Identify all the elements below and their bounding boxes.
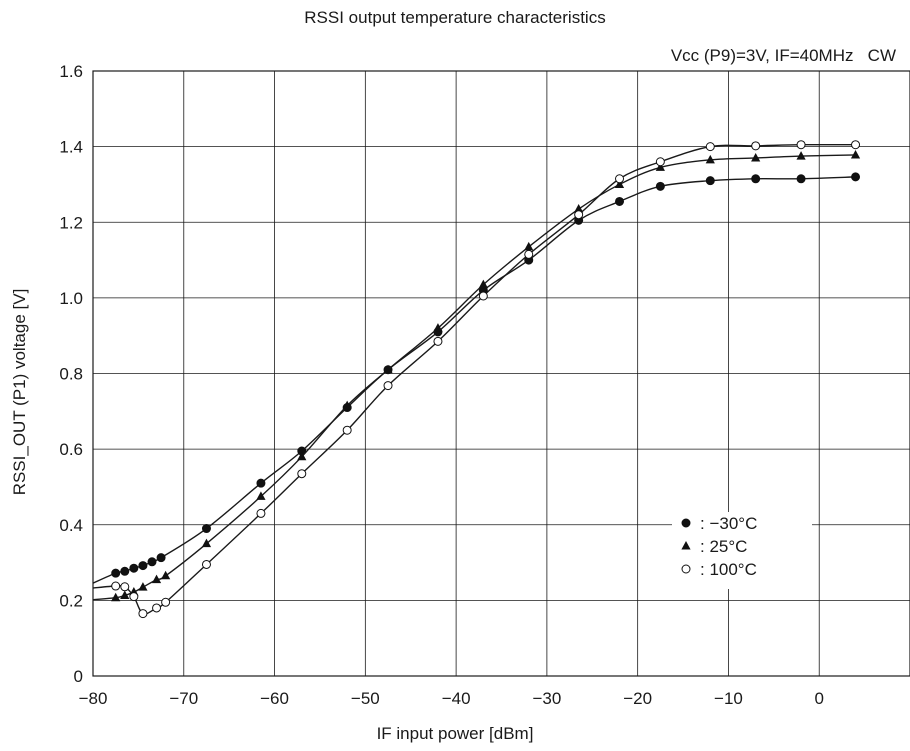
- data-point: [478, 291, 488, 301]
- data-point: [111, 592, 121, 602]
- data-point: [705, 142, 715, 152]
- data-point: [138, 582, 148, 591]
- data-point: [751, 174, 761, 184]
- y-tick-label: 0.6: [59, 440, 83, 459]
- data-point: [161, 597, 171, 607]
- axis-ticks: −80 −70 −60 −50 −40 −30 −20 −10 0 0 0.2 0.4 0.6 0.8 1.…: [59, 62, 824, 708]
- series-line: [92, 154, 856, 601]
- legend-label: : 25°C: [700, 537, 747, 556]
- data-point: [574, 204, 584, 213]
- data-point: [433, 323, 443, 332]
- data-point: [655, 157, 665, 167]
- legend-marker: [681, 518, 691, 528]
- data-point: [138, 561, 148, 571]
- data-point: [574, 210, 584, 220]
- data-point: [156, 553, 166, 563]
- data-point: [524, 241, 534, 251]
- data-point: [151, 574, 162, 584]
- data-point: [297, 469, 307, 479]
- data-point: [342, 400, 352, 410]
- data-point: [201, 559, 211, 569]
- data-point: [111, 568, 121, 578]
- data-point: [705, 154, 715, 164]
- data-point: [201, 538, 212, 548]
- data-point: [256, 508, 266, 518]
- y-tick-label: 0.4: [59, 516, 83, 535]
- series-3: [92, 140, 861, 619]
- legend-marker: [681, 564, 691, 574]
- legend-label: : 100°C: [700, 560, 757, 579]
- data-point: [383, 381, 393, 391]
- legend-marker: [681, 541, 691, 550]
- data-point: [655, 181, 665, 191]
- y-tick-label: 1.0: [59, 289, 83, 308]
- y-tick-label: 1.2: [59, 213, 83, 232]
- data-point: [138, 609, 148, 619]
- data-point: [342, 425, 352, 435]
- x-axis-label: IF input power [dBm]: [376, 724, 534, 743]
- data-point: [201, 524, 211, 534]
- data-point: [851, 140, 861, 150]
- y-tick-label: 0: [74, 667, 83, 686]
- data-point: [478, 279, 488, 289]
- data-point: [161, 570, 171, 580]
- legend-label: : −30°C: [700, 514, 757, 533]
- data-point: [705, 176, 715, 186]
- data-point: [796, 140, 806, 150]
- y-tick-label: 1.4: [59, 138, 83, 157]
- series-2: [92, 149, 861, 602]
- series-layer: [92, 140, 861, 619]
- x-tick-label: −70: [169, 689, 198, 708]
- data-point: [614, 179, 625, 188]
- x-tick-label: −10: [714, 689, 743, 708]
- y-tick-label: 0.2: [59, 591, 83, 610]
- legend: : −30°C : 25°C : 100°C: [672, 512, 812, 589]
- series-line: [92, 143, 856, 615]
- x-tick-label: −50: [351, 689, 380, 708]
- data-point: [256, 491, 266, 500]
- y-tick-label: 0.8: [59, 365, 83, 384]
- x-tick-label: −80: [79, 689, 108, 708]
- data-point: [120, 582, 130, 592]
- data-point: [850, 149, 861, 159]
- x-tick-label: −40: [442, 689, 471, 708]
- data-point: [129, 563, 139, 573]
- data-point: [383, 364, 393, 374]
- data-point: [751, 141, 761, 151]
- data-point: [297, 451, 307, 461]
- chart-title: RSSI output temperature characteristics: [304, 8, 606, 27]
- data-point: [256, 478, 266, 488]
- x-tick-label: −30: [532, 689, 561, 708]
- chart-subtitle: Vcc (P9)=3V, IF=40MHz CW: [670, 46, 896, 65]
- data-point: [655, 162, 665, 171]
- data-point: [147, 557, 157, 567]
- data-point: [433, 336, 443, 346]
- x-tick-label: −20: [623, 689, 652, 708]
- x-tick-label: 0: [814, 689, 823, 708]
- data-point: [111, 581, 121, 591]
- data-point: [615, 196, 625, 206]
- legend-box: [672, 512, 812, 589]
- data-point: [796, 151, 806, 160]
- data-point: [796, 174, 806, 184]
- data-point: [615, 174, 625, 184]
- data-point: [152, 603, 162, 613]
- data-point: [524, 249, 534, 259]
- data-point: [751, 152, 761, 162]
- x-tick-label: −60: [260, 689, 289, 708]
- data-point: [129, 592, 139, 602]
- data-point: [120, 590, 130, 599]
- data-point: [851, 172, 861, 182]
- y-tick-label: 1.6: [59, 62, 83, 81]
- plot-frame: [92, 70, 910, 677]
- data-point: [120, 566, 130, 576]
